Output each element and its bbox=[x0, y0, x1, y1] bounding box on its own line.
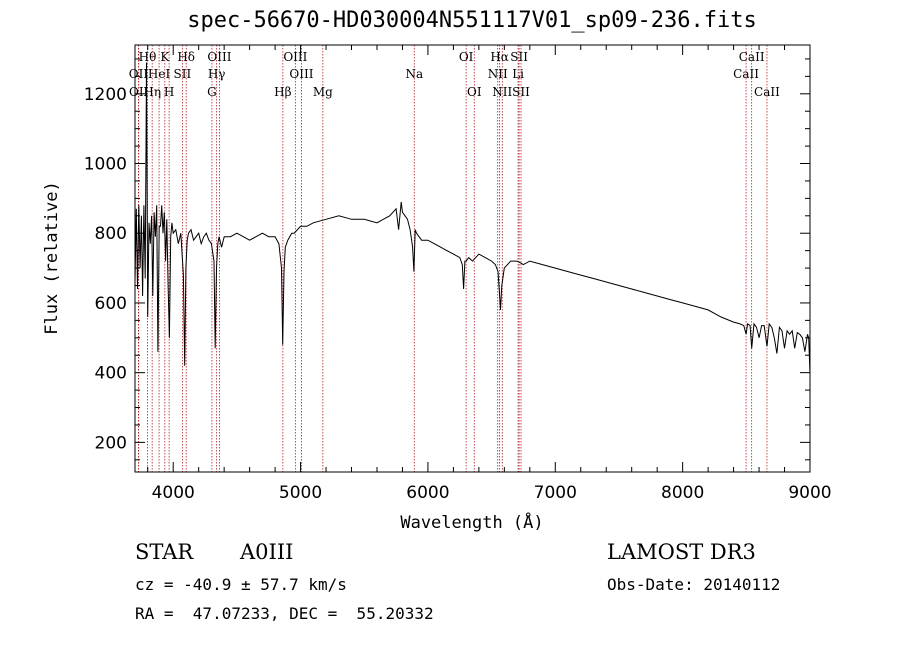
y-tick-label-200: 200 bbox=[95, 433, 127, 453]
line-label-27: CaII bbox=[754, 85, 780, 99]
y-tick-label-1200: 1200 bbox=[84, 85, 127, 105]
y-axis-ticks: 200 400 600 800 1000 1200 bbox=[84, 58, 810, 461]
object-class: STAR bbox=[135, 540, 194, 564]
line-label-21: G bbox=[207, 85, 217, 99]
line-label-26: SII bbox=[512, 85, 530, 99]
chart-title: spec-56670-HD030004N551117V01_sp09-236.f… bbox=[187, 8, 757, 33]
line-label-25: NII bbox=[492, 85, 512, 99]
y-tick-label-800: 800 bbox=[95, 224, 127, 244]
line-label-7: SII bbox=[510, 50, 528, 64]
spectrum-line bbox=[134, 62, 811, 375]
x-tick-label-7000: 7000 bbox=[534, 483, 577, 503]
x-tick-label-5000: 5000 bbox=[279, 483, 322, 503]
x-tick-label-8000: 8000 bbox=[661, 483, 704, 503]
line-label-3: OIII bbox=[207, 50, 231, 64]
y-axis-label: Flux (relative) bbox=[42, 181, 62, 335]
y-tick-label-1000: 1000 bbox=[84, 155, 127, 175]
line-label-24: OI bbox=[467, 85, 482, 99]
line-label-6: Hα bbox=[490, 50, 509, 64]
coordinates: RA = 47.07233, DEC = 55.20332 bbox=[135, 604, 434, 623]
line-label-8: CaII bbox=[739, 50, 765, 64]
survey-name: LAMOST DR3 bbox=[607, 540, 756, 564]
line-label-17: CaII bbox=[733, 67, 759, 81]
observation-date: Obs-Date: 20140112 bbox=[607, 575, 781, 594]
spectral-line-markers bbox=[138, 45, 768, 472]
object-subclass: A0III bbox=[240, 540, 294, 564]
line-label-19: Hη bbox=[143, 85, 161, 99]
line-label-12: Hγ bbox=[208, 67, 226, 81]
x-axis-ticks: 4000 5000 6000 7000 8000 9000 bbox=[147, 45, 832, 503]
x-tick-label-9000: 9000 bbox=[788, 483, 831, 503]
line-label-20: H bbox=[164, 85, 174, 99]
line-label-18: OII bbox=[129, 85, 149, 99]
line-label-15: NII bbox=[488, 67, 508, 81]
redshift-velocity: cz = -40.9 ± 57.7 km/s bbox=[135, 575, 347, 594]
line-label-11: SII bbox=[174, 67, 192, 81]
y-tick-label-600: 600 bbox=[95, 294, 127, 314]
line-label-9: OII bbox=[129, 67, 149, 81]
line-label-1: K bbox=[160, 50, 170, 64]
line-label-4: OIII bbox=[283, 50, 307, 64]
line-label-22: Hβ bbox=[274, 85, 291, 99]
line-label-10: HeI bbox=[148, 67, 171, 81]
line-label-0: Hθ bbox=[139, 50, 157, 64]
line-label-2: Hδ bbox=[177, 50, 195, 64]
line-label-23: Mg bbox=[313, 85, 333, 99]
line-label-5: OI bbox=[459, 50, 474, 64]
x-tick-label-6000: 6000 bbox=[406, 483, 449, 503]
x-tick-label-4000: 4000 bbox=[152, 483, 195, 503]
line-label-13: OIII bbox=[289, 67, 313, 81]
line-label-16: Li bbox=[512, 67, 524, 81]
plot-frame bbox=[134, 44, 811, 473]
x-axis-label: Wavelength (Å) bbox=[400, 511, 543, 533]
line-label-14: Na bbox=[405, 67, 423, 81]
y-tick-label-400: 400 bbox=[95, 364, 127, 384]
